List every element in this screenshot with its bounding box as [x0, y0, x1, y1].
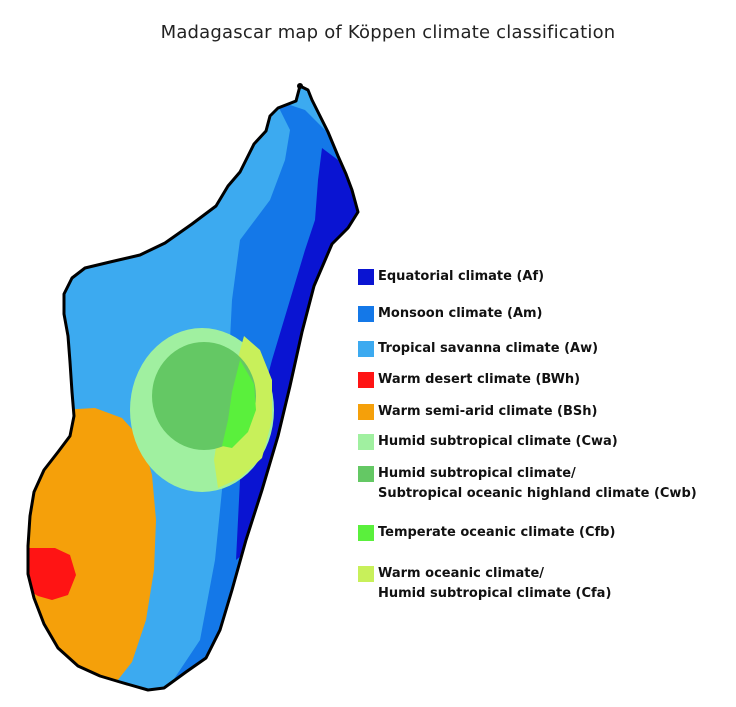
legend-label-cfa: Warm oceanic climate/ Humid subtropical … — [378, 566, 612, 601]
legend-item-cfa: Warm oceanic climate/ Humid subtropical … — [358, 564, 611, 604]
bsh-region — [28, 408, 156, 690]
legend-swatch-aw — [358, 341, 374, 357]
legend-label-aw: Tropical savanna climate (Aw) — [378, 341, 599, 356]
legend-label-af: Equatorial climate (Af) — [378, 269, 545, 284]
legend-item-bsh: Warm semi-arid climate (BSh) — [358, 402, 597, 422]
legend-item-am: Monsoon climate (Am) — [358, 304, 543, 324]
bwh-region — [28, 548, 76, 600]
legend-item-af: Equatorial climate (Af) — [358, 267, 544, 287]
legend-swatch-cwa — [358, 434, 374, 450]
legend-swatch-cfb — [358, 525, 374, 541]
legend-label-cwa: Humid subtropical climate (Cwa) — [378, 434, 618, 449]
legend-swatch-cfa — [358, 566, 374, 582]
legend-item-bwh: Warm desert climate (BWh) — [358, 370, 580, 390]
legend-label-bsh: Warm semi-arid climate (BSh) — [378, 404, 598, 419]
legend-item-aw: Tropical savanna climate (Aw) — [358, 339, 598, 359]
legend-label-am: Monsoon climate (Am) — [378, 306, 543, 321]
legend-swatch-cwb — [358, 466, 374, 482]
legend-item-cwb: Humid subtropical climate/ Subtropical o… — [358, 464, 697, 504]
legend-swatch-af — [358, 269, 374, 285]
legend-item-cfb: Temperate oceanic climate (Cfb) — [358, 523, 615, 543]
legend-swatch-am — [358, 306, 374, 322]
legend-item-cwa: Humid subtropical climate (Cwa) — [358, 432, 618, 452]
legend-label-cfb: Temperate oceanic climate (Cfb) — [378, 525, 616, 540]
legend-swatch-bsh — [358, 404, 374, 420]
legend-swatch-bwh — [358, 372, 374, 388]
legend-label-bwh: Warm desert climate (BWh) — [378, 372, 581, 387]
legend-label-cwb: Humid subtropical climate/ Subtropical o… — [378, 466, 697, 501]
map-title: Madagascar map of Köppen climate classif… — [160, 22, 616, 43]
cfb-region — [222, 360, 256, 448]
coast-notch — [297, 83, 303, 89]
